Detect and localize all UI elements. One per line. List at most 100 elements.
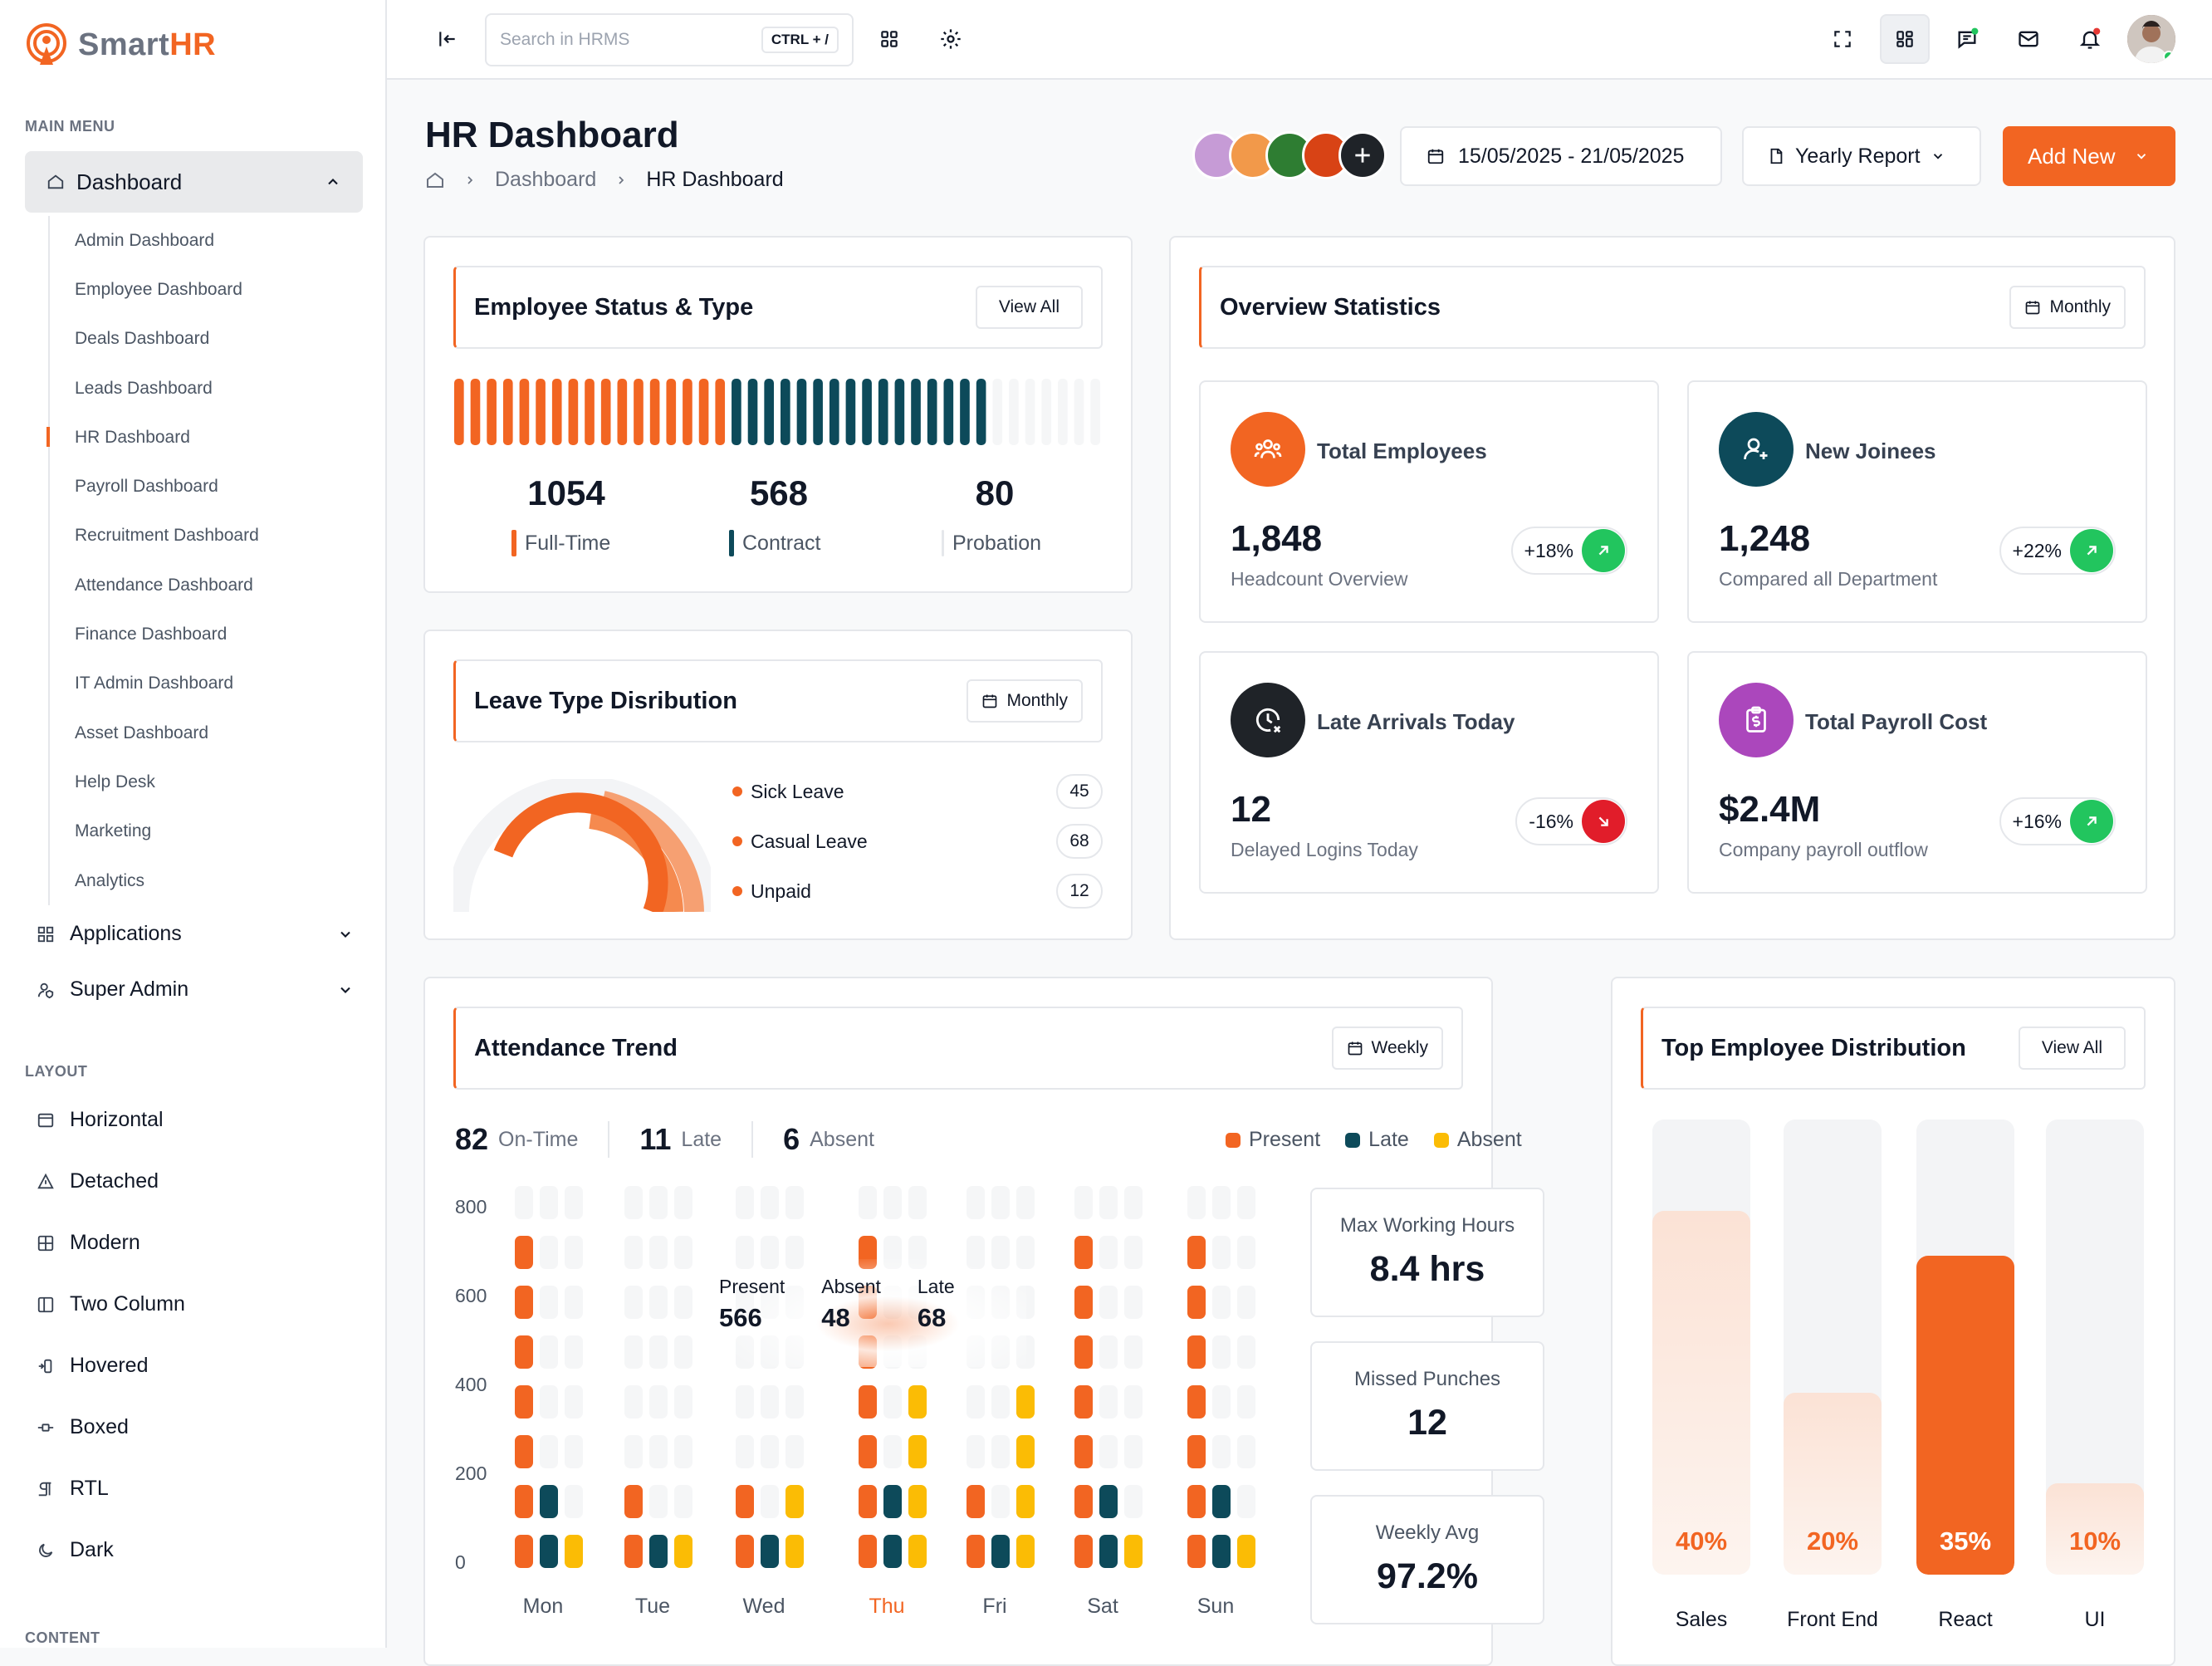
- attendance-bar-present-tue[interactable]: [624, 1535, 643, 1568]
- sidebar-subitem-analytics[interactable]: Analytics: [75, 870, 145, 890]
- sidebar-item-super-admin[interactable]: Super Admin: [35, 978, 354, 1002]
- attendance-bar-late-sun[interactable]: [1212, 1186, 1231, 1219]
- attendance-bar-late-sat[interactable]: [1099, 1485, 1118, 1518]
- attendance-bar-late-mon[interactable]: [540, 1335, 558, 1369]
- attendance-bar-late-sun[interactable]: [1212, 1435, 1231, 1468]
- attendance-bar-late-mon[interactable]: [540, 1485, 558, 1518]
- attendance-bar-late-sat[interactable]: [1099, 1535, 1118, 1568]
- dashboard-layout-icon[interactable]: [1880, 14, 1930, 64]
- attendance-bar-present-sat[interactable]: [1074, 1435, 1093, 1468]
- fullscreen-icon[interactable]: [1823, 20, 1862, 58]
- attendance-bar-absent-thu[interactable]: [908, 1186, 927, 1219]
- attendance-bar-late-tue[interactable]: [649, 1485, 668, 1518]
- stat-card-late-arrivals[interactable]: Late Arrivals Today 12 Delayed Logins To…: [1199, 651, 1659, 894]
- attendance-bar-present-tue[interactable]: [624, 1435, 643, 1468]
- sidebar-subitem-help-desk[interactable]: Help Desk: [75, 772, 155, 791]
- attendance-bar-late-mon[interactable]: [540, 1435, 558, 1468]
- attendance-bar-present-sun[interactable]: [1187, 1435, 1206, 1468]
- attendance-bar-late-fri[interactable]: [991, 1435, 1010, 1468]
- distribution-column-front-end[interactable]: 20%: [1784, 1120, 1882, 1575]
- attendance-bar-absent-tue[interactable]: [674, 1236, 692, 1269]
- attendance-bar-present-mon[interactable]: [515, 1236, 533, 1269]
- attendance-bar-absent-sat[interactable]: [1124, 1435, 1143, 1468]
- attendance-bar-late-mon[interactable]: [540, 1535, 558, 1568]
- sidebar-subitem-recruitment[interactable]: Recruitment Dashboard: [75, 526, 259, 546]
- layout-item-hovered[interactable]: Hovered: [35, 1354, 149, 1378]
- attendance-bar-late-wed[interactable]: [761, 1186, 779, 1219]
- attendance-bar-absent-tue[interactable]: [674, 1435, 692, 1468]
- attendance-bar-present-fri[interactable]: [967, 1186, 985, 1219]
- distribution-column-sales[interactable]: 40%: [1652, 1120, 1750, 1575]
- attendance-bar-absent-thu[interactable]: [908, 1535, 927, 1568]
- attendance-bar-absent-thu[interactable]: [908, 1385, 927, 1419]
- attendance-bar-present-mon[interactable]: [515, 1535, 533, 1568]
- attendance-bar-absent-fri[interactable]: [1016, 1385, 1035, 1419]
- view-all-button[interactable]: View All: [975, 286, 1083, 329]
- attendance-bar-absent-sun[interactable]: [1237, 1335, 1255, 1369]
- attendance-bar-present-thu[interactable]: [859, 1186, 877, 1219]
- attendance-bar-present-tue[interactable]: [624, 1385, 643, 1419]
- attendance-bar-absent-sat[interactable]: [1124, 1485, 1143, 1518]
- attendance-bar-present-sun[interactable]: [1187, 1286, 1206, 1319]
- attendance-bar-absent-sat[interactable]: [1124, 1335, 1143, 1369]
- stat-card-payroll-cost[interactable]: Total Payroll Cost $2.4M Company payroll…: [1687, 651, 2147, 894]
- layout-item-boxed[interactable]: Boxed: [35, 1415, 129, 1439]
- attendance-bar-absent-sat[interactable]: [1124, 1385, 1143, 1419]
- attendance-bar-absent-tue[interactable]: [674, 1335, 692, 1369]
- attendance-bar-late-tue[interactable]: [649, 1286, 668, 1319]
- attendance-bar-late-sat[interactable]: [1099, 1385, 1118, 1419]
- chat-icon[interactable]: [1948, 20, 1986, 58]
- attendance-bar-late-thu[interactable]: [883, 1186, 902, 1219]
- layout-item-horizontal[interactable]: Horizontal: [35, 1108, 164, 1132]
- attendance-bar-late-sun[interactable]: [1212, 1286, 1231, 1319]
- attendance-bar-absent-fri[interactable]: [1016, 1535, 1035, 1568]
- attendance-bar-absent-sat[interactable]: [1124, 1535, 1143, 1568]
- attendance-bar-absent-sun[interactable]: [1237, 1485, 1255, 1518]
- attendance-bar-present-tue[interactable]: [624, 1236, 643, 1269]
- add-new-button[interactable]: Add New: [2003, 126, 2175, 186]
- attendance-bar-present-sat[interactable]: [1074, 1535, 1093, 1568]
- attendance-bar-present-sat[interactable]: [1074, 1236, 1093, 1269]
- attendance-bar-present-sat[interactable]: [1074, 1286, 1093, 1319]
- attendance-bar-present-sun[interactable]: [1187, 1335, 1206, 1369]
- stat-card-total-employees[interactable]: Total Employees 1,848 Headcount Overview…: [1199, 380, 1659, 623]
- attendance-bar-absent-sun[interactable]: [1237, 1286, 1255, 1319]
- attendance-bar-late-wed[interactable]: [761, 1535, 779, 1568]
- attendance-bar-absent-tue[interactable]: [674, 1385, 692, 1419]
- layout-item-detached[interactable]: Detached: [35, 1169, 159, 1193]
- brand-logo[interactable]: SmartHR: [23, 22, 216, 68]
- attendance-bar-present-fri[interactable]: [967, 1485, 985, 1518]
- attendance-bar-absent-mon[interactable]: [565, 1485, 583, 1518]
- attendance-bar-late-sat[interactable]: [1099, 1186, 1118, 1219]
- attendance-bar-late-tue[interactable]: [649, 1535, 668, 1568]
- attendance-bar-absent-mon[interactable]: [565, 1435, 583, 1468]
- attendance-bar-present-mon[interactable]: [515, 1286, 533, 1319]
- attendance-bar-late-mon[interactable]: [540, 1186, 558, 1219]
- attendance-bar-late-thu[interactable]: [883, 1385, 902, 1419]
- attendance-bar-present-mon[interactable]: [515, 1385, 533, 1419]
- sidebar-subitem-employee[interactable]: Employee Dashboard: [75, 279, 242, 299]
- attendance-bar-late-wed[interactable]: [761, 1435, 779, 1468]
- attendance-bar-present-wed[interactable]: [736, 1485, 754, 1518]
- attendance-bar-present-sat[interactable]: [1074, 1186, 1093, 1219]
- attendance-bar-late-tue[interactable]: [649, 1435, 668, 1468]
- attendance-bar-late-tue[interactable]: [649, 1385, 668, 1419]
- apps-grid-icon[interactable]: [870, 20, 908, 58]
- attendance-bar-late-tue[interactable]: [649, 1335, 668, 1369]
- attendance-bar-late-sun[interactable]: [1212, 1485, 1231, 1518]
- team-avatars[interactable]: [1192, 131, 1387, 179]
- attendance-bar-absent-mon[interactable]: [565, 1186, 583, 1219]
- view-all-button[interactable]: View All: [2018, 1027, 2126, 1070]
- attendance-bar-present-fri[interactable]: [967, 1385, 985, 1419]
- attendance-bar-present-tue[interactable]: [624, 1335, 643, 1369]
- attendance-bar-late-fri[interactable]: [991, 1485, 1010, 1518]
- attendance-bar-late-thu[interactable]: [883, 1535, 902, 1568]
- mail-icon[interactable]: [2009, 20, 2048, 58]
- attendance-bar-present-wed[interactable]: [736, 1385, 754, 1419]
- add-member-button[interactable]: [1338, 131, 1387, 179]
- attendance-bar-present-fri[interactable]: [967, 1535, 985, 1568]
- attendance-bar-late-thu[interactable]: [883, 1485, 902, 1518]
- search-input[interactable]: Search in HRMS CTRL + /: [485, 13, 854, 66]
- attendance-bar-present-mon[interactable]: [515, 1435, 533, 1468]
- attendance-bar-absent-tue[interactable]: [674, 1186, 692, 1219]
